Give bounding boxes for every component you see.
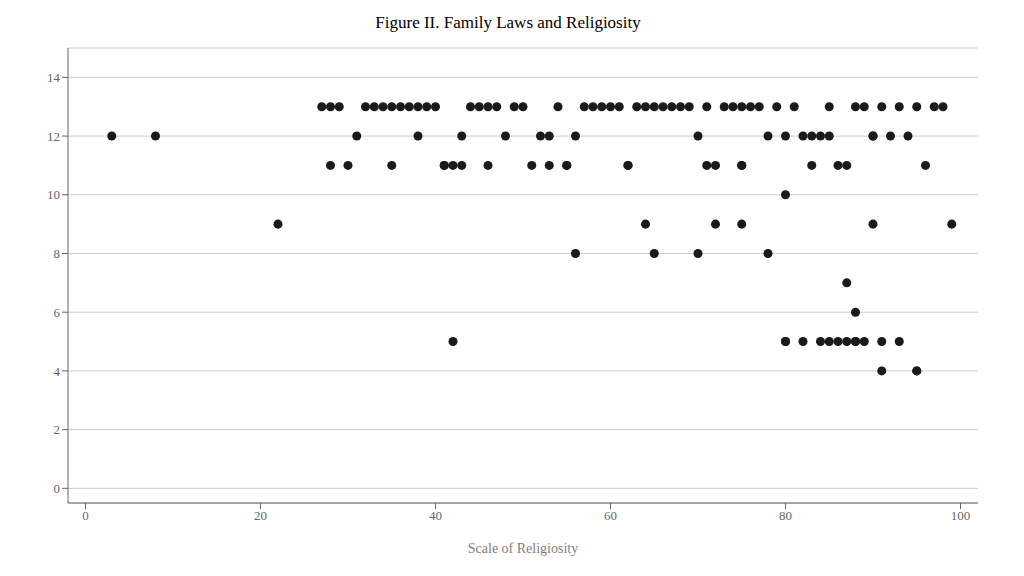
svg-text:2: 2	[54, 422, 61, 437]
svg-text:6: 6	[54, 305, 61, 320]
svg-text:40: 40	[429, 508, 442, 523]
svg-text:14: 14	[47, 70, 61, 85]
svg-text:0: 0	[82, 508, 89, 523]
svg-text:12: 12	[47, 129, 60, 144]
svg-text:60: 60	[604, 508, 617, 523]
svg-text:10: 10	[47, 187, 60, 202]
svg-text:Scale of Religiosity: Scale of Religiosity	[468, 541, 578, 556]
svg-text:100: 100	[951, 508, 971, 523]
svg-text:0: 0	[54, 481, 61, 496]
svg-text:4: 4	[54, 364, 61, 379]
svg-text:20: 20	[254, 508, 267, 523]
svg-text:8: 8	[54, 246, 61, 261]
html-text:Figure II. Family Laws and Rel: Figure II. Family Laws and Religiosity	[375, 13, 641, 32]
svg-text:80: 80	[779, 508, 792, 523]
